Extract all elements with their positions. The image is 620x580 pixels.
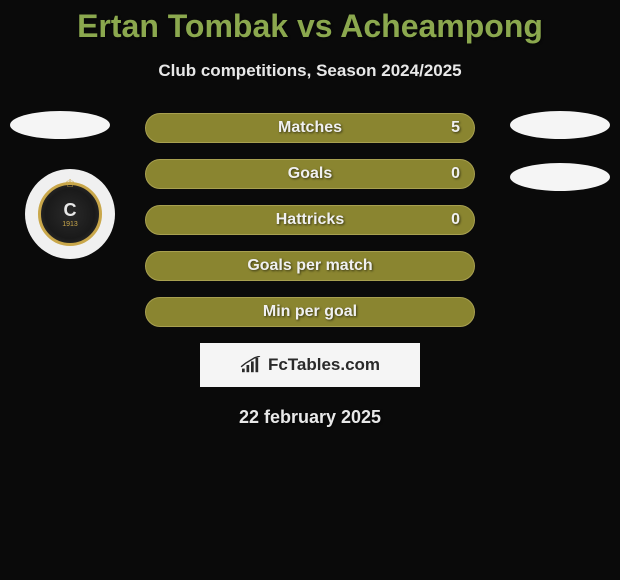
player-slot-right-2 — [510, 163, 610, 191]
brand-box: FcTables.com — [200, 343, 420, 387]
badge-letter: C — [64, 200, 77, 221]
stat-row-min-per-goal: Min per goal — [145, 297, 475, 327]
club-badge-left: ♔ C 1913 — [25, 169, 115, 259]
stat-row-goals: Goals 0 — [145, 159, 475, 189]
stat-label: Min per goal — [263, 303, 357, 321]
stat-value: 5 — [451, 119, 460, 137]
main-container: Ertan Tombak vs Acheampong Club competit… — [0, 0, 620, 428]
stat-row-hattricks: Hattricks 0 — [145, 205, 475, 235]
stat-label: Hattricks — [276, 211, 344, 229]
stat-value: 0 — [451, 165, 460, 183]
brand-text: FcTables.com — [268, 355, 380, 375]
crown-icon: ♔ — [65, 177, 75, 190]
club-badge-inner: ♔ C 1913 — [38, 182, 102, 246]
stat-row-matches: Matches 5 — [145, 113, 475, 143]
stat-value: 0 — [451, 211, 460, 229]
stat-label: Goals per match — [247, 257, 372, 275]
stats-area: ♔ C 1913 Matches 5 Goals 0 Hattricks 0 G… — [0, 113, 620, 428]
player-slot-right-1 — [510, 111, 610, 139]
player-slot-left — [10, 111, 110, 139]
comparison-title: Ertan Tombak vs Acheampong — [0, 8, 620, 45]
season-subtitle: Club competitions, Season 2024/2025 — [0, 61, 620, 81]
stat-label: Matches — [278, 119, 342, 137]
chart-icon — [240, 356, 262, 374]
date-text: 22 february 2025 — [0, 407, 620, 428]
stat-row-goals-per-match: Goals per match — [145, 251, 475, 281]
stat-rows: Matches 5 Goals 0 Hattricks 0 Goals per … — [145, 113, 475, 327]
stat-label: Goals — [288, 165, 332, 183]
badge-year: 1913 — [62, 221, 78, 228]
